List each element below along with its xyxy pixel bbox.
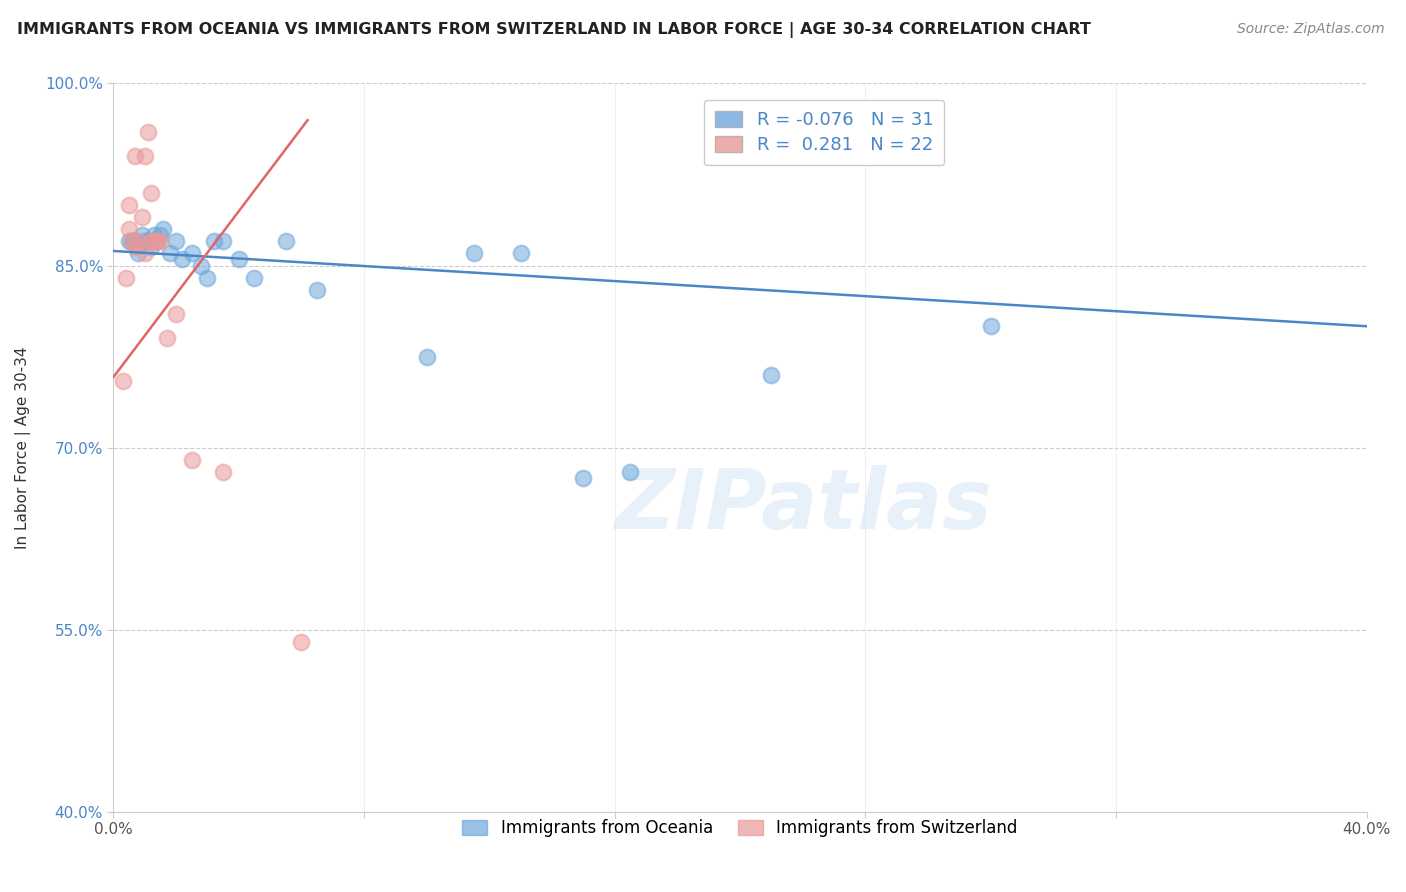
Point — [290, 635, 312, 649]
Point — [509, 246, 531, 260]
Point — [118, 222, 141, 236]
Point — [228, 252, 250, 267]
Text: IMMIGRANTS FROM OCEANIA VS IMMIGRANTS FROM SWITZERLAND IN LABOR FORCE | AGE 30-3: IMMIGRANTS FROM OCEANIA VS IMMIGRANTS FR… — [17, 22, 1091, 38]
Point — [415, 350, 437, 364]
Point — [127, 246, 149, 260]
Point — [136, 234, 159, 248]
Point — [152, 222, 174, 236]
Point — [149, 234, 172, 248]
Point — [305, 283, 328, 297]
Point — [155, 331, 177, 345]
Point — [980, 319, 1002, 334]
Point — [136, 125, 159, 139]
Point — [190, 259, 212, 273]
Point — [212, 465, 235, 479]
Point — [463, 246, 485, 260]
Point — [572, 471, 595, 485]
Point — [180, 246, 202, 260]
Point — [274, 234, 297, 248]
Point — [124, 234, 146, 248]
Text: ZIPatlas: ZIPatlas — [614, 466, 991, 547]
Point — [118, 198, 141, 212]
Point — [139, 234, 162, 248]
Point — [121, 234, 143, 248]
Point — [143, 234, 166, 248]
Point — [146, 234, 169, 248]
Point — [139, 186, 162, 200]
Point — [180, 452, 202, 467]
Point — [139, 240, 162, 254]
Point — [134, 149, 156, 163]
Point — [143, 228, 166, 243]
Point — [202, 234, 225, 248]
Point — [124, 149, 146, 163]
Legend: Immigrants from Oceania, Immigrants from Switzerland: Immigrants from Oceania, Immigrants from… — [456, 813, 1025, 844]
Point — [121, 234, 143, 248]
Point — [212, 234, 235, 248]
Point — [149, 228, 172, 243]
Point — [165, 307, 187, 321]
Text: Source: ZipAtlas.com: Source: ZipAtlas.com — [1237, 22, 1385, 37]
Point — [115, 270, 138, 285]
Point — [131, 228, 153, 243]
Point — [195, 270, 218, 285]
Point — [243, 270, 266, 285]
Point — [124, 240, 146, 254]
Point — [761, 368, 783, 382]
Point — [134, 234, 156, 248]
Point — [172, 252, 194, 267]
Point — [619, 465, 641, 479]
Point — [131, 210, 153, 224]
Y-axis label: In Labor Force | Age 30-34: In Labor Force | Age 30-34 — [15, 346, 31, 549]
Point — [118, 234, 141, 248]
Point — [165, 234, 187, 248]
Point — [111, 374, 134, 388]
Point — [146, 234, 169, 248]
Point — [159, 246, 181, 260]
Point — [134, 246, 156, 260]
Point — [127, 234, 149, 248]
